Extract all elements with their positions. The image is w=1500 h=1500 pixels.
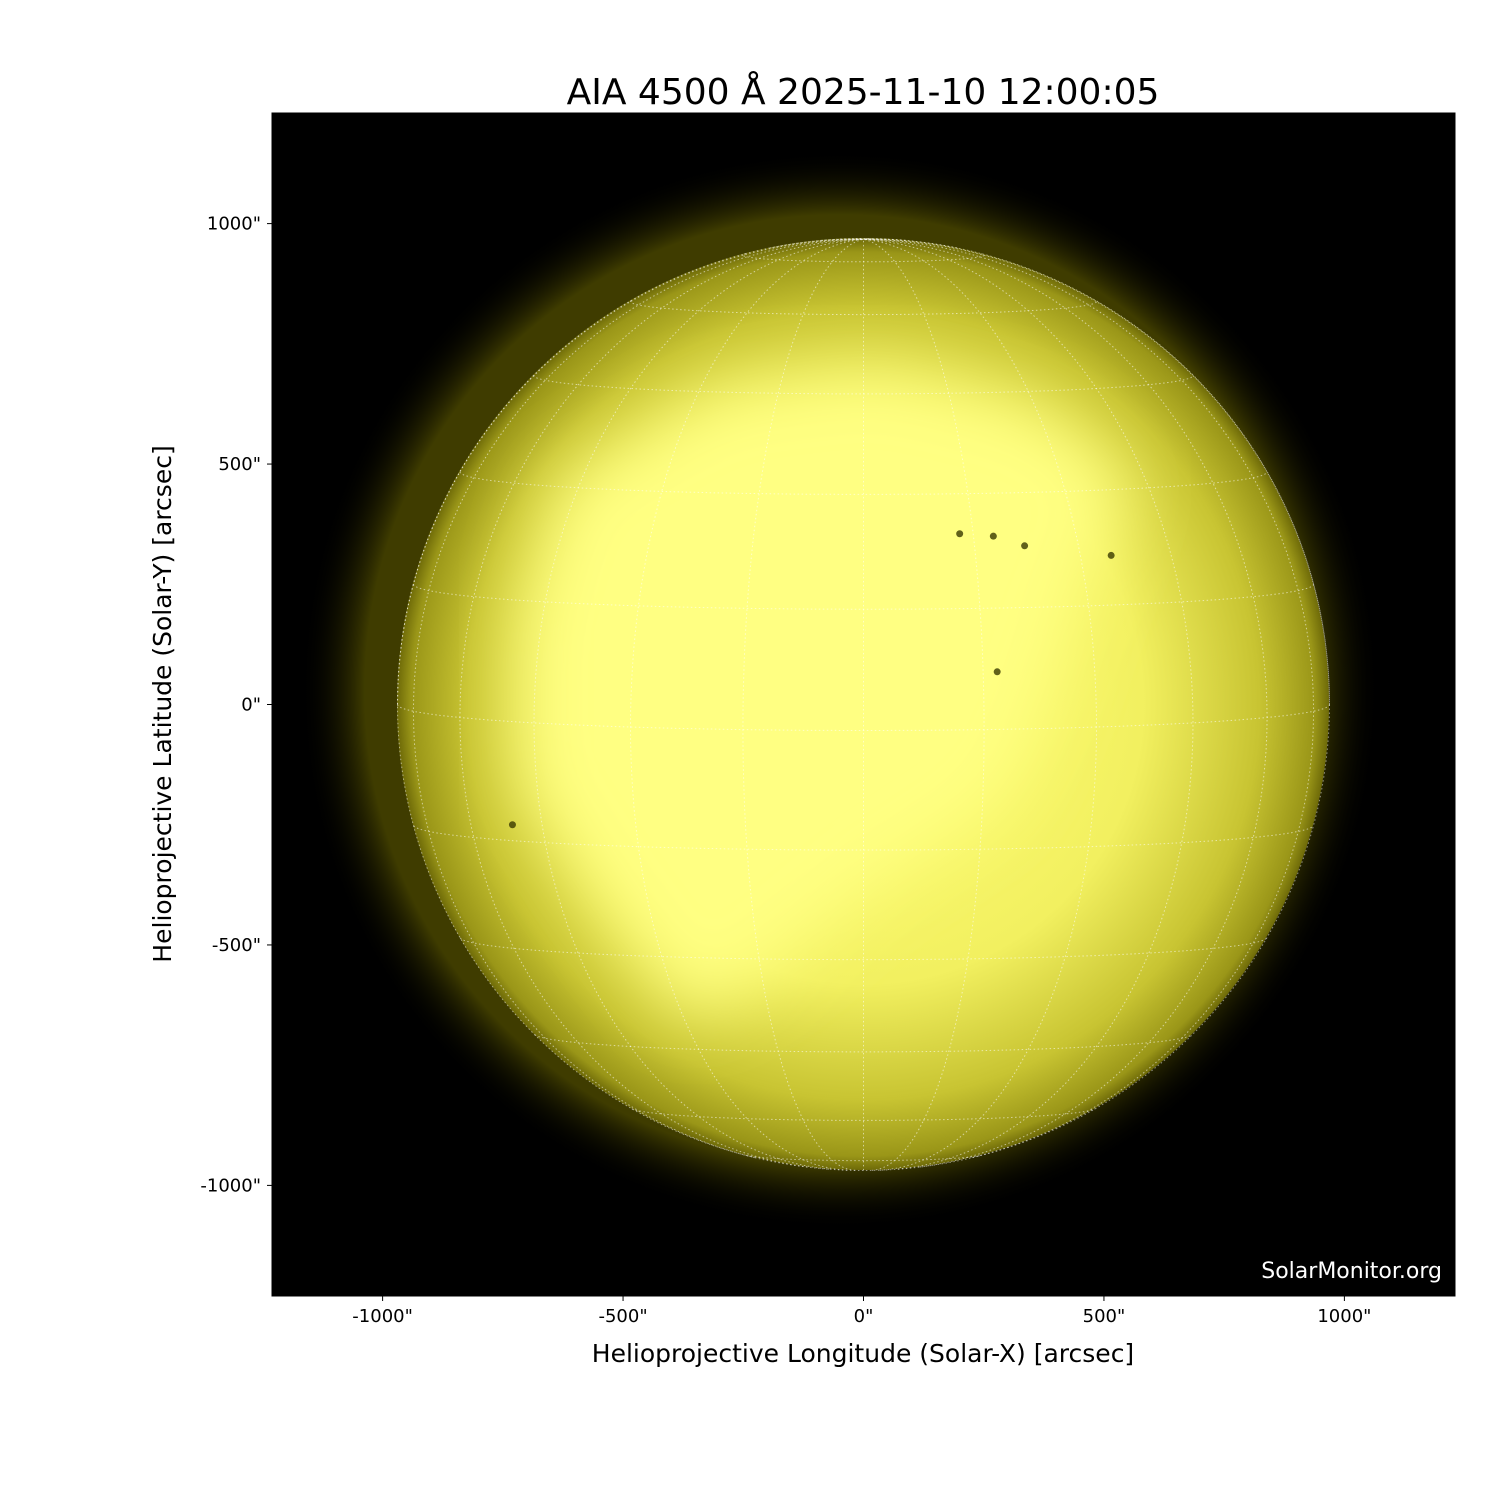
heliographic-grid bbox=[397, 238, 1330, 1171]
sunspot bbox=[993, 668, 1001, 676]
watermark: SolarMonitor.org bbox=[1261, 1259, 1442, 1284]
y-tick-label: 1000" bbox=[207, 214, 261, 235]
latitude-line bbox=[459, 937, 1268, 961]
longitude-line bbox=[533, 238, 864, 1170]
bright-region bbox=[520, 370, 1130, 1020]
y-tick-label: -500" bbox=[212, 935, 261, 956]
plot-area: SolarMonitor.org bbox=[272, 113, 1455, 1296]
solar-limb bbox=[397, 238, 1330, 1171]
longitude-line bbox=[742, 238, 864, 1171]
longitude-line bbox=[863, 238, 1268, 1168]
y-tick-label: -1000" bbox=[200, 1175, 261, 1196]
latitude-line bbox=[459, 471, 1268, 495]
sunspots bbox=[508, 530, 1115, 829]
sunspot bbox=[956, 530, 964, 538]
longitude-line bbox=[863, 238, 1194, 1170]
latitude-line bbox=[412, 583, 1315, 610]
sunspot bbox=[1107, 551, 1115, 559]
x-tick-label: 1000" bbox=[1317, 1306, 1371, 1327]
chart-title: AIA 4500 Å 2025-11-10 12:00:05 bbox=[567, 70, 1160, 113]
x-axis-label: Helioprojective Longitude (Solar-X) [arc… bbox=[592, 1339, 1134, 1368]
y-axis-label: Helioprojective Latitude (Solar-Y) [arcs… bbox=[148, 445, 177, 962]
y-tick-label: 500" bbox=[218, 454, 261, 475]
latitude-line bbox=[534, 1034, 1193, 1053]
y-axis-ticks: -1000" -500" 0" 500" 1000" bbox=[200, 214, 272, 1196]
longitude-line bbox=[863, 238, 1330, 705]
latitude-line bbox=[629, 300, 1098, 316]
longitude-line bbox=[863, 238, 868, 240]
latitude-line bbox=[746, 1155, 981, 1162]
sunspot bbox=[1021, 542, 1029, 550]
y-tick-label: 0" bbox=[241, 695, 261, 716]
sunspot bbox=[989, 532, 997, 540]
x-axis-ticks: -1000" -500" 0" 500" 1000" bbox=[352, 1296, 1371, 1327]
x-tick-label: -500" bbox=[598, 1306, 647, 1327]
longitude-line bbox=[863, 238, 1098, 1171]
longitude-line bbox=[863, 238, 1315, 1159]
longitude-line bbox=[863, 238, 985, 1171]
latitude-line bbox=[742, 253, 985, 263]
latitude-line bbox=[631, 1108, 1096, 1121]
latitude-line bbox=[533, 374, 1194, 395]
longitude-line bbox=[629, 238, 864, 1171]
longitude-line bbox=[397, 238, 864, 705]
x-tick-label: 500" bbox=[1083, 1306, 1126, 1327]
x-tick-label: -1000" bbox=[352, 1306, 413, 1327]
latitude-line bbox=[413, 825, 1314, 851]
longitude-line bbox=[459, 238, 864, 1168]
latitude-line bbox=[397, 704, 1330, 731]
sunspot bbox=[508, 821, 516, 829]
x-tick-label: 0" bbox=[854, 1306, 874, 1327]
longitude-line bbox=[412, 238, 864, 1159]
